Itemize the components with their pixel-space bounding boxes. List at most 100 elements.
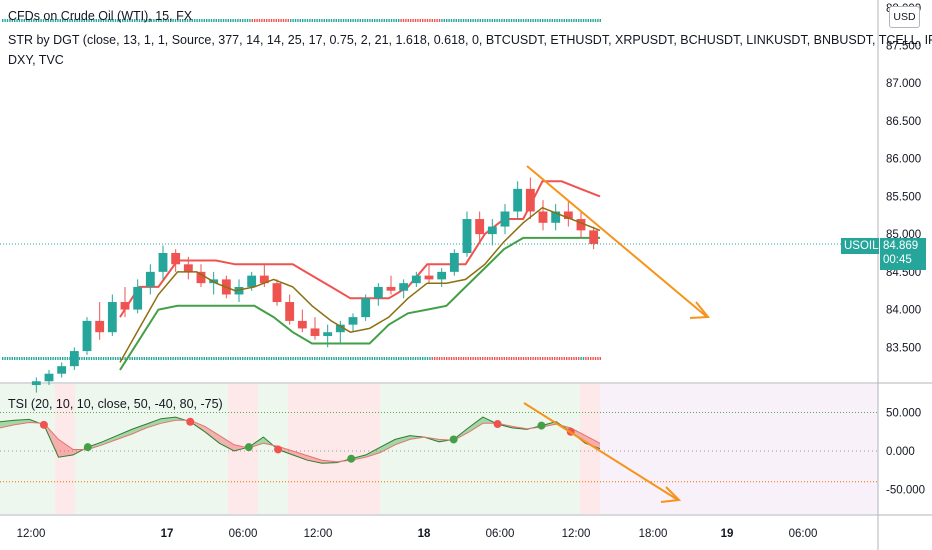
candle-body [107, 302, 117, 333]
top-indicator-dot [395, 19, 397, 22]
top-indicator-dot [218, 19, 220, 22]
bottom-indicator-dot [431, 357, 433, 360]
top-indicator-dot [124, 19, 126, 22]
time-tick: 12:00 [562, 528, 591, 540]
tsi-fill [204, 426, 220, 444]
top-indicator-dot [162, 19, 165, 22]
bottom-indicator-dot [412, 357, 414, 360]
top-indicator-dot [364, 19, 366, 22]
top-indicator-dot [227, 19, 229, 22]
top-indicator-dot [554, 19, 556, 22]
top-indicator-dot [566, 19, 568, 22]
main-legend[interactable]: CFDs on Crude Oil (WTI), 15, FX [8, 9, 193, 23]
bottom-indicator-dot [570, 357, 573, 360]
candle-body [247, 275, 257, 287]
bottom-indicator-dot [556, 357, 558, 360]
top-indicator-dot [95, 19, 97, 22]
top-indicator-dot [518, 19, 520, 22]
bottom-indicator-dot [532, 357, 534, 360]
bottom-indicator-dot [407, 357, 409, 360]
str-legend-line2[interactable]: DXY, TVC [8, 53, 64, 67]
top-indicator-dot [105, 19, 107, 22]
top-indicator-dot [453, 19, 455, 22]
price-axis[interactable]: 88.00087.50087.00086.50086.00085.50085.0… [886, 3, 921, 355]
currency-button[interactable]: USD [889, 6, 920, 28]
bottom-indicator-dot [268, 357, 270, 360]
tsi-fill [292, 451, 308, 461]
str-legend-line1[interactable]: STR by DGT (close, 13, 1, 1, Source, 377… [8, 33, 932, 47]
bottom-indicator-dot [441, 357, 443, 360]
top-indicator-dot [462, 19, 465, 22]
bottom-indicator-dot [398, 357, 400, 360]
bottom-indicator-dot [278, 357, 280, 360]
bottom-indicator-dot [150, 357, 153, 360]
candle-body [462, 219, 472, 253]
candle-body [386, 286, 396, 291]
bottom-indicator-dot [292, 357, 294, 360]
top-indicator-dot [30, 19, 33, 22]
time-tick: 18 [418, 528, 431, 540]
top-indicator-dot [402, 19, 405, 22]
bottom-indicator-dot [232, 357, 234, 360]
bottom-indicator-dot [6, 357, 9, 360]
bottom-indicator-dot [242, 357, 244, 360]
bottom-indicator-dot [525, 357, 527, 360]
time-axis[interactable]: 12:00 17 06:00 12:00 18 06:00 12:00 18:00 19 06:0… [17, 528, 818, 540]
candle-body [449, 252, 459, 272]
candle-body [576, 219, 586, 231]
bottom-indicator-dot [105, 357, 107, 360]
bottom-indicator-dot [402, 357, 405, 360]
bottom-indicator-dot [330, 357, 333, 360]
wma-line [119, 206, 601, 363]
bottom-indicator-dot [155, 357, 157, 360]
top-indicator-dot [206, 19, 208, 22]
bottom-indicator-dot [515, 357, 517, 360]
top-indicator-dot [424, 19, 426, 22]
top-indicator-dot [9, 19, 11, 22]
tsi-zone [75, 384, 228, 514]
tsi-legend[interactable]: TSI (20, 10, 10, close, 50, -40, 80, -75… [8, 397, 223, 411]
bottom-indicator-dot [28, 357, 30, 360]
top-indicator-dot [158, 19, 160, 22]
tsi-zone [258, 384, 288, 514]
top-indicator-dot [506, 19, 508, 22]
bottom-indicator-dot [21, 357, 23, 360]
bottom-indicator-dot [506, 357, 508, 360]
top-indicator-dot [458, 19, 460, 22]
tsi-axis[interactable]: 50.000 0.000 -50.000 [886, 408, 925, 497]
top-indicator-dot [71, 19, 73, 22]
bottom-indicator-dot [450, 357, 453, 360]
bottom-indicator-dot [215, 357, 217, 360]
bottom-indicator-dot [143, 357, 145, 360]
top-indicator-dot [237, 19, 239, 22]
top-indicator-dot [318, 19, 321, 22]
top-indicator-dot [165, 19, 167, 22]
bottom-indicator-dot [335, 357, 337, 360]
candle-body [373, 286, 383, 299]
bottom-indicator-dot [414, 357, 417, 360]
bottom-indicator-dot [146, 357, 148, 360]
bottom-indicator-dot [434, 357, 436, 360]
bottom-indicator-dot [534, 357, 537, 360]
top-indicator-dot [268, 19, 270, 22]
top-indicator-dot [210, 19, 213, 22]
top-indicator-dot [146, 19, 148, 22]
candle-body [310, 328, 320, 336]
top-indicator-dot [587, 19, 589, 22]
bottom-indicator-dot [110, 357, 112, 360]
bottom-indicator-dot [597, 357, 599, 360]
top-indicator-dot [294, 19, 297, 22]
tsi-fill [219, 435, 235, 451]
top-indicator-dot [225, 19, 227, 22]
tsi-fill [468, 417, 483, 433]
bottom-indicator-dot [340, 357, 342, 360]
top-indicator-dot [551, 19, 553, 22]
bottom-indicator-dot [38, 357, 40, 360]
bottom-indicator-dot [141, 357, 143, 360]
candle-body [133, 286, 143, 310]
bottom-indicator-dot [501, 357, 503, 360]
bottom-indicator-dot [539, 357, 541, 360]
top-indicator-dot [50, 19, 52, 22]
bottom-indicator-dot [64, 357, 66, 360]
